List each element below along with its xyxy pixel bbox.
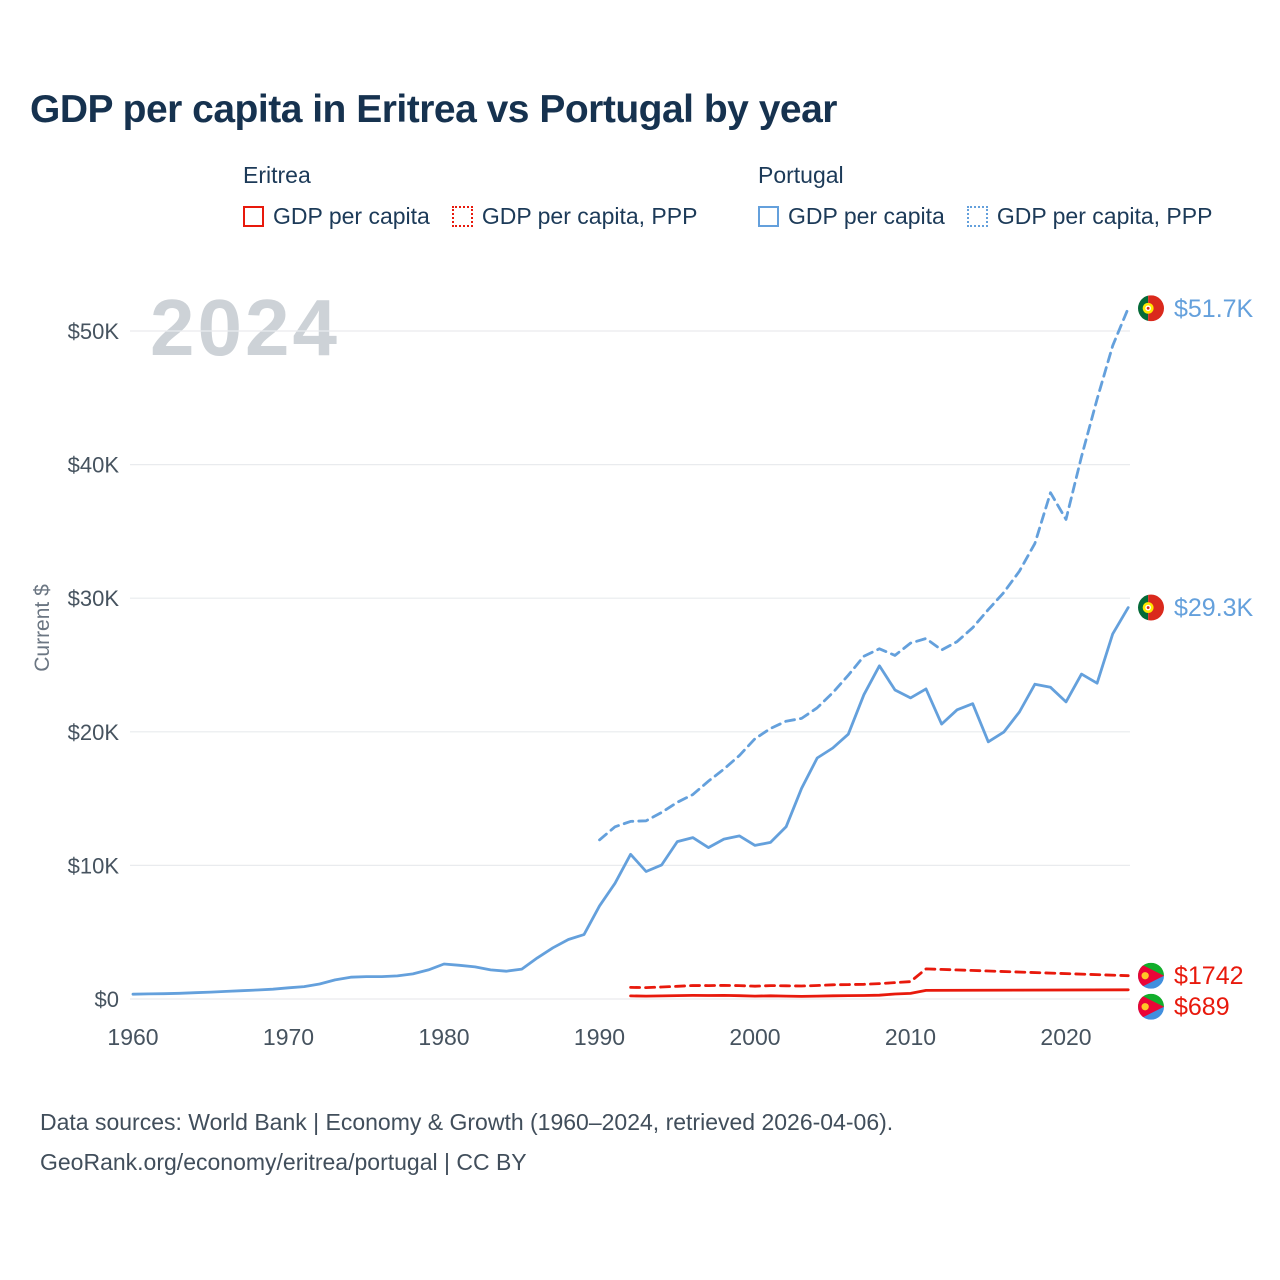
legend-item-eritrea-gdp-ppp: GDP per capita, PPP: [451, 203, 698, 230]
x-tick-label: 1980: [418, 1024, 469, 1050]
portugal-flag-icon: [1138, 594, 1164, 621]
solid-line-swatch-icon: [758, 206, 779, 227]
solid-line-swatch-icon: [243, 206, 264, 227]
portugal-gdp-per-capita-ppp-line: [598, 306, 1130, 842]
x-tick-label: 1970: [263, 1024, 314, 1050]
x-tick-label: 1990: [574, 1024, 625, 1050]
legend-group-label: Portugal: [758, 162, 844, 188]
y-tick-label: $20K: [68, 720, 120, 745]
legend-items-row: GDP per capita GDP per capita, PPP: [758, 203, 1212, 230]
legend-group-label: Eritrea: [243, 162, 311, 188]
legend-item-eritrea-gdp: GDP per capita: [243, 203, 430, 230]
data-sources-text: Data sources: World Bank | Economy & Gro…: [40, 1109, 894, 1135]
y-tick-label: $50K: [68, 319, 120, 344]
legend-item-label: GDP per capita: [788, 203, 945, 229]
dotted-line-swatch-icon: [966, 206, 988, 227]
portugal-flag-icon: [1138, 295, 1164, 322]
eritrea-gdp-per-capita-ppp-line: [629, 967, 1130, 989]
x-tick-label: 1960: [107, 1024, 158, 1050]
y-tick-label: $40K: [68, 453, 120, 478]
portugal-gdp-per-capita-line: [131, 606, 1130, 996]
legend-item-label: GDP per capita: [273, 203, 430, 229]
x-tick-label: 2020: [1040, 1024, 1091, 1050]
year-watermark: 2024: [150, 283, 340, 372]
legend-item-portugal-gdp-ppp: GDP per capita, PPP: [966, 203, 1213, 230]
eritrea-flag-icon: [1138, 962, 1164, 989]
end-value-label: $29.3K: [1174, 594, 1254, 622]
chart-title: GDP per capita in Eritrea vs Portugal by…: [30, 88, 837, 131]
x-tick-label: 2010: [885, 1024, 936, 1050]
gridlines: $0 $10K $20K $30K $40K $50K 1960 1970 1980 1990 20…: [68, 319, 1130, 1050]
end-value-label: $689: [1174, 993, 1230, 1021]
legend-items-row: GDP per capita GDP per capita, PPP: [243, 203, 697, 230]
eritrea-flag-icon: [1138, 993, 1164, 1020]
legend-group-eritrea: Eritrea GDP per capita GDP per capita, P…: [243, 162, 697, 230]
eritrea-gdp-per-capita-line: [629, 988, 1130, 998]
dotted-line-swatch-icon: [451, 206, 473, 227]
end-value-label: $51.7K: [1174, 295, 1254, 323]
legend-group-portugal: Portugal GDP per capita GDP per capita, …: [758, 162, 1212, 230]
footer: Data sources: World Bank | Economy & Gro…: [40, 1102, 893, 1182]
legend-item-label: GDP per capita, PPP: [996, 203, 1213, 229]
legend-item-portugal-gdp: GDP per capita: [758, 203, 945, 230]
y-tick-label: $30K: [68, 586, 120, 611]
chart-plot: $0 $10K $20K $30K $40K $50K 1960 1970 1980 1990 20…: [68, 295, 1254, 1050]
chart-legend: Eritrea GDP per capita GDP per capita, P…: [0, 162, 1280, 248]
x-tick-label: 2000: [729, 1024, 780, 1050]
y-tick-label: $10K: [68, 853, 120, 878]
attribution-text: GeoRank.org/economy/eritrea/portugal | C…: [40, 1149, 527, 1175]
end-value-label: $1742: [1174, 962, 1244, 990]
legend-item-label: GDP per capita, PPP: [481, 203, 698, 229]
y-tick-label: $0: [95, 987, 119, 1012]
